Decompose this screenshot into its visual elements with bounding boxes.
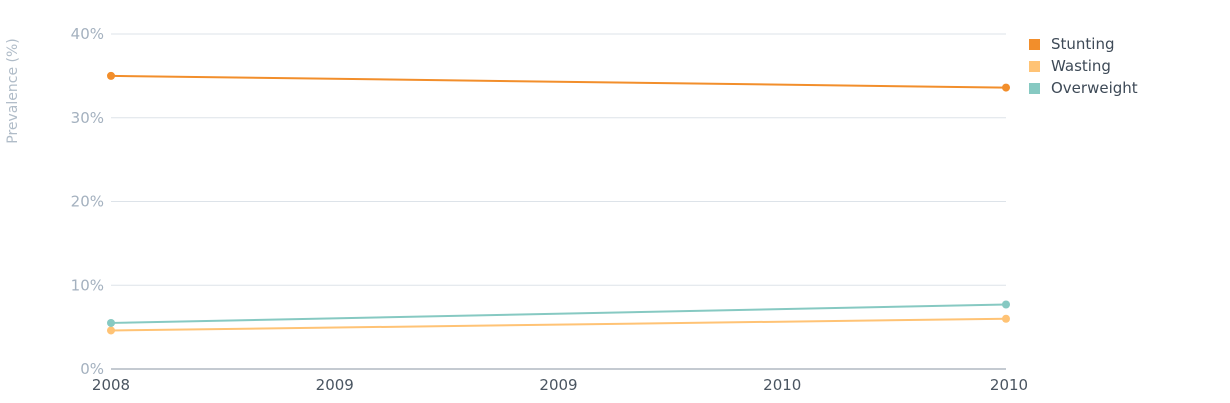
data-point-overweight[interactable] xyxy=(107,318,115,327)
legend-item-stunting[interactable]: Stunting xyxy=(1029,33,1138,55)
data-point-overweight[interactable] xyxy=(1002,300,1010,309)
data-point-wasting[interactable] xyxy=(107,326,115,335)
legend-item-overweight[interactable]: Overweight xyxy=(1029,77,1138,99)
legend-label-stunting: Stunting xyxy=(1051,35,1115,53)
legend: Stunting Wasting Overweight xyxy=(1029,33,1138,99)
x-tick-label: 2009 xyxy=(316,376,354,394)
x-tick-label: 2009 xyxy=(539,376,577,394)
legend-label-overweight: Overweight xyxy=(1051,79,1138,97)
series-line-wasting xyxy=(110,317,1007,332)
y-tick-label: 0% xyxy=(80,360,104,378)
y-axis-label: Prevalence (%) xyxy=(5,38,21,144)
y-tick-label: 20% xyxy=(71,193,104,211)
data-point-wasting[interactable] xyxy=(1002,314,1010,323)
series-layer xyxy=(107,71,1010,335)
legend-item-wasting[interactable]: Wasting xyxy=(1029,55,1138,77)
gridlines xyxy=(111,33,1006,286)
series-line-overweight xyxy=(110,303,1007,324)
x-tick-label: 2008 xyxy=(92,376,130,394)
x-tick-label: 2010 xyxy=(990,376,1028,394)
y-tick-label: 10% xyxy=(71,276,104,294)
x-tick-label: 2010 xyxy=(763,376,801,394)
legend-label-wasting: Wasting xyxy=(1051,57,1111,75)
y-tick-label: 40% xyxy=(71,25,104,43)
x-axis-ticks: 2008 2009 2009 2010 2010 xyxy=(92,376,1028,394)
data-point-stunting[interactable] xyxy=(1002,83,1010,92)
y-axis-ticks: 0% 10% 20% 30% 40% xyxy=(71,25,104,378)
data-point-stunting[interactable] xyxy=(107,71,115,80)
series-line-stunting xyxy=(110,74,1007,89)
legend-swatch-wasting xyxy=(1029,60,1040,72)
y-tick-label: 30% xyxy=(71,109,104,127)
legend-swatch-stunting xyxy=(1029,38,1040,50)
legend-swatch-overweight xyxy=(1029,82,1040,94)
